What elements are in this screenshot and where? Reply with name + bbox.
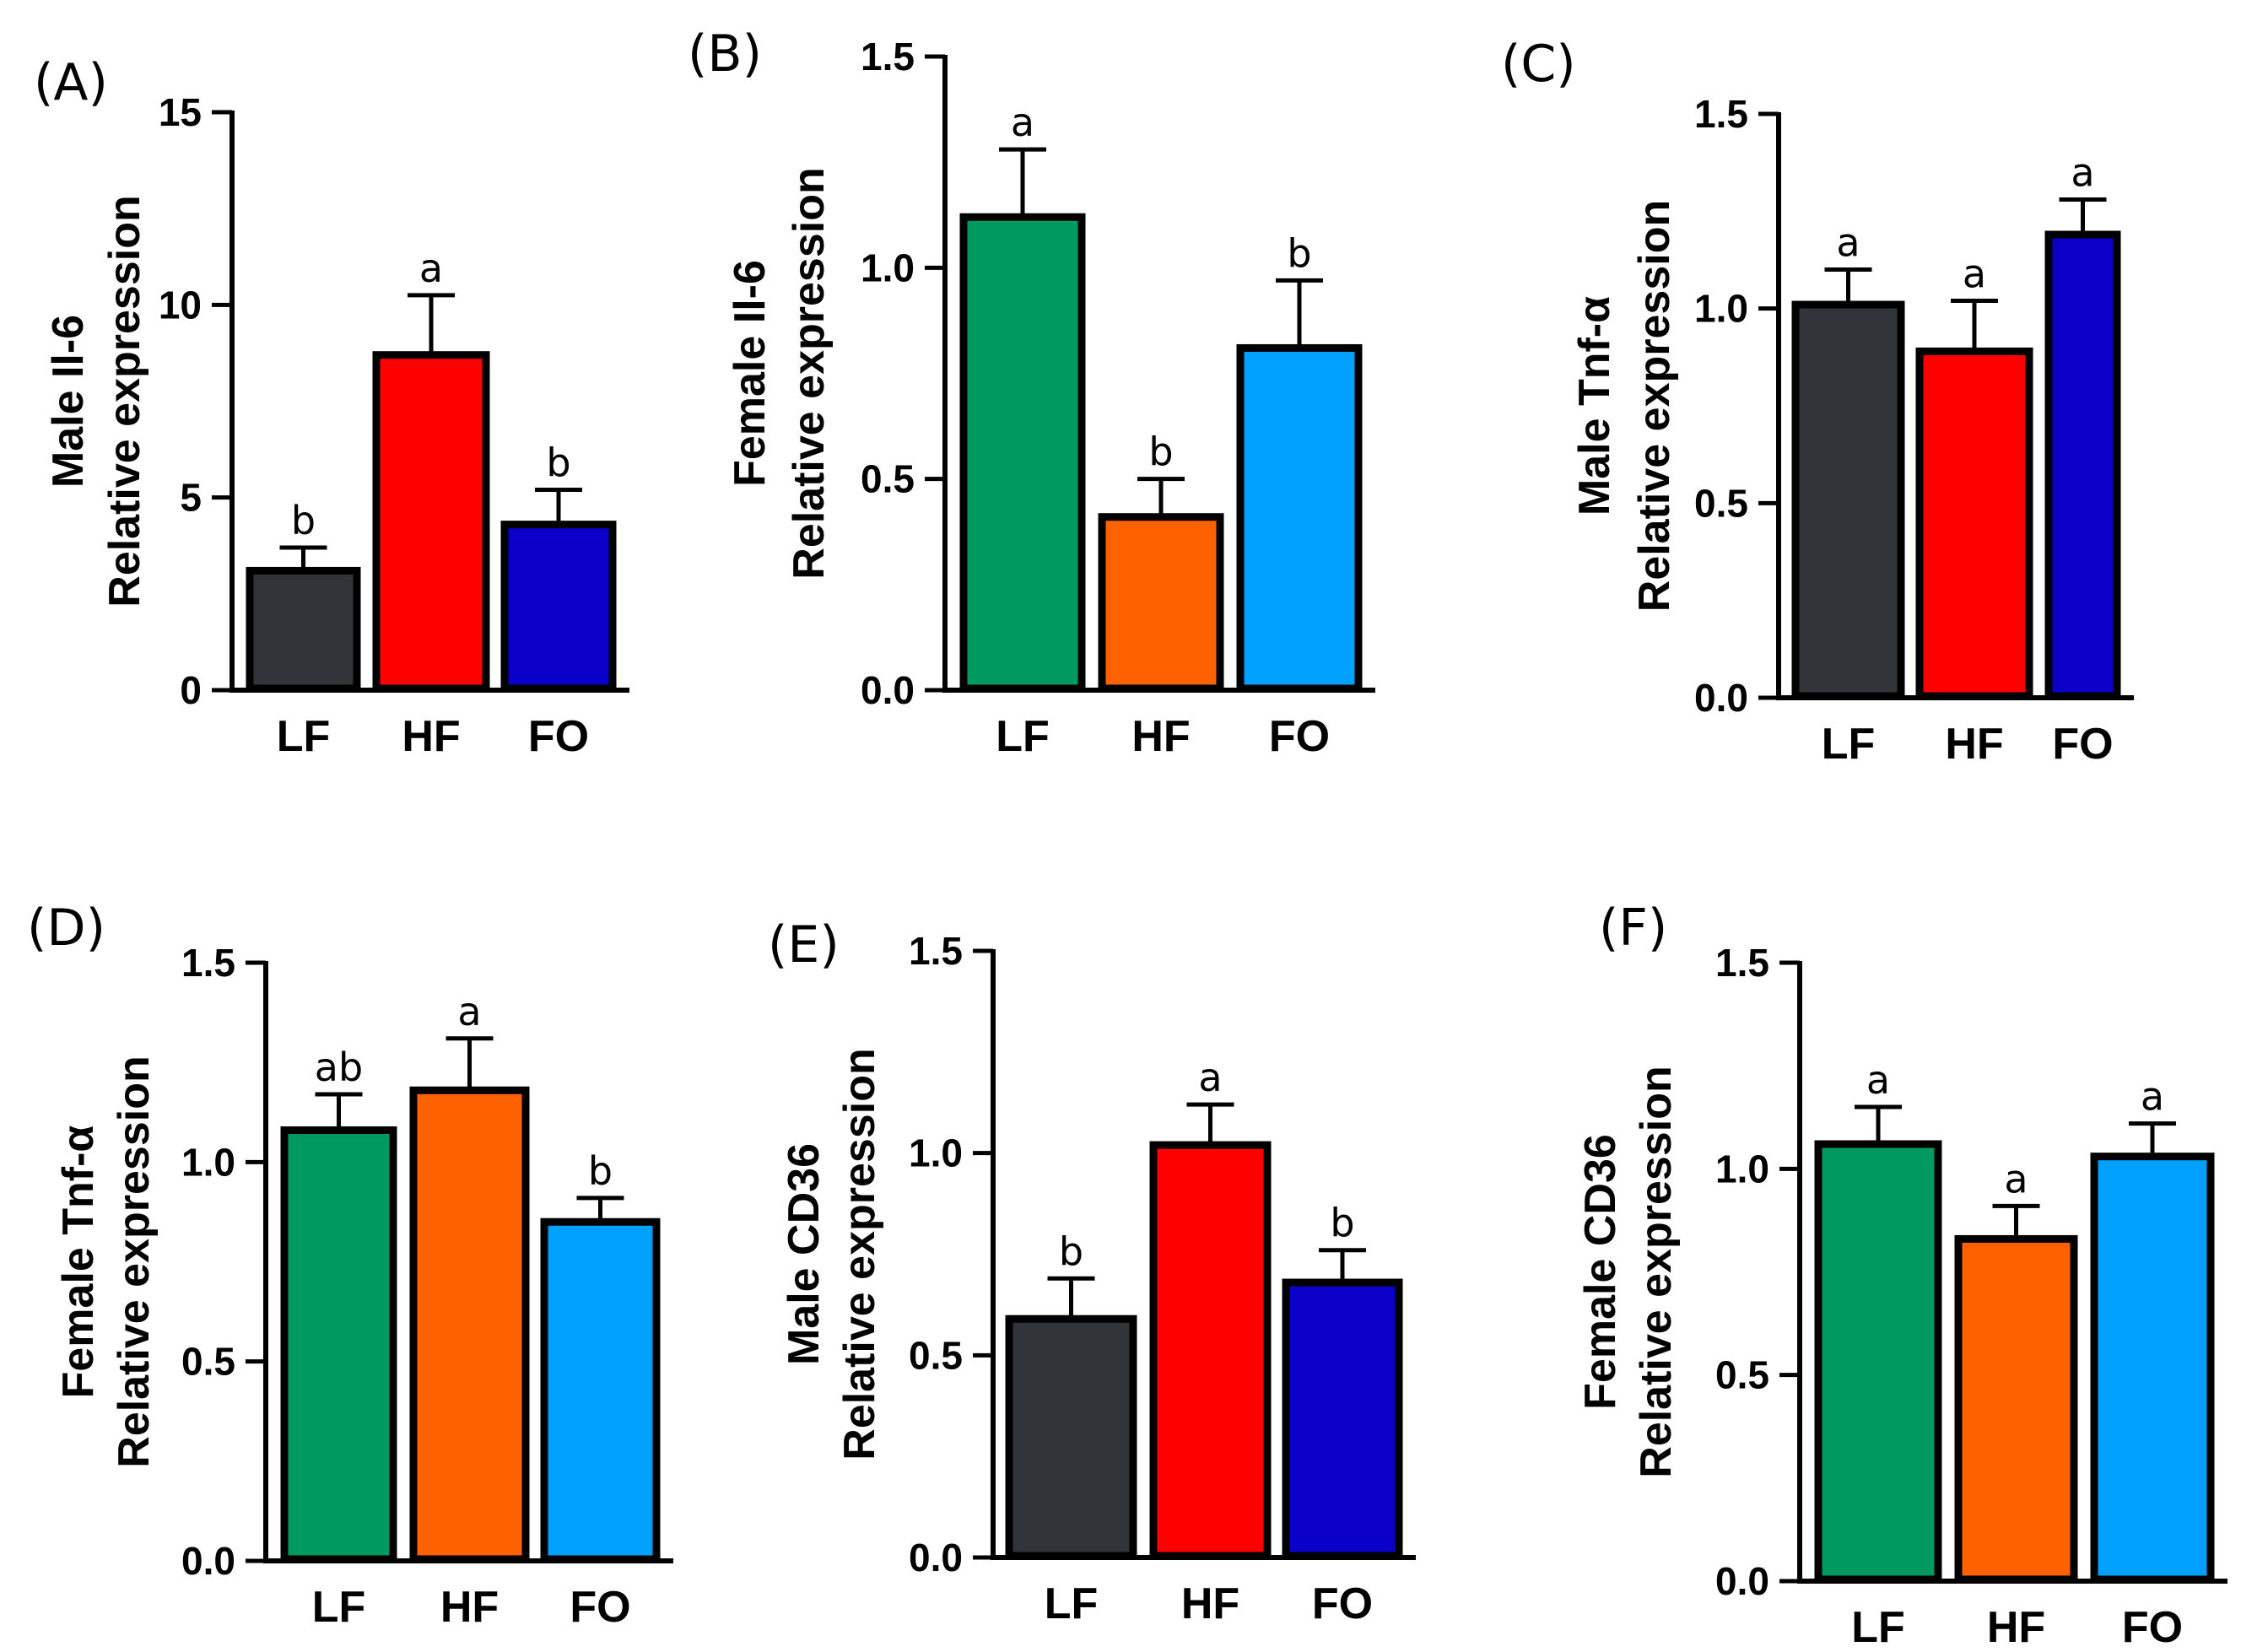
panel-b-ylabel-line2: Relative expression	[785, 167, 834, 579]
panel-c-bar-fo	[2044, 230, 2121, 700]
panel-d-bar-hf	[409, 1086, 530, 1563]
panel-d-ytick-label: 0.5	[181, 1340, 235, 1384]
panel-c-significance-label: a	[1836, 220, 1860, 266]
panel-e-ytick-label: 0.5	[909, 1333, 963, 1377]
panel-b-category-label: LF	[996, 712, 1050, 761]
panel-b-ylabel-line1: Female Il-6	[726, 260, 775, 487]
panel-b-ytick-label: 0.0	[861, 668, 915, 712]
panel-f-ytick-label: 0.5	[1715, 1353, 1769, 1397]
panel-b-category-label: HF	[1131, 712, 1190, 761]
panel-d-significance-label: a	[457, 989, 481, 1034]
panel-d-category-label: HF	[440, 1583, 499, 1632]
panel-d-label: (D)	[27, 899, 105, 958]
panel-e-ytick-label: 0.0	[909, 1536, 963, 1579]
panel-d-ytick-label: 0.0	[181, 1539, 235, 1583]
panel-e-significance-label: b	[1330, 1201, 1354, 1246]
panel-f-ylabel-line1: Female CD36	[1576, 1134, 1625, 1410]
panel-a-ytick-label: 15	[159, 90, 202, 134]
panel-a-ylabel-line1: Male Il-6	[44, 315, 93, 488]
panel-e-category-label: LF	[1045, 1579, 1099, 1628]
panel-b-category-label: FO	[1269, 712, 1330, 761]
panel-c-bar-hf	[1915, 347, 2033, 700]
panel-c-ytick-label: 1.0	[1694, 287, 1748, 331]
panel-c-bar-lf	[1791, 300, 1905, 700]
panel-e-ylabel-line2: Relative expression	[835, 1048, 884, 1460]
panel-f-ylabel-line2: Relative expression	[1632, 1066, 1681, 1477]
panel-c-category-label: FO	[2052, 720, 2113, 769]
panel-e-category-label: HF	[1181, 1579, 1239, 1628]
panel-c-ytick-label: 0.0	[1694, 676, 1748, 720]
panel-f-bar-lf	[1814, 1140, 1942, 1584]
panel-f-label: (F)	[1599, 899, 1667, 958]
panel-e-ylabel-line1: Male CD36	[780, 1143, 829, 1365]
panel-b-ytick-label: 0.5	[861, 457, 915, 501]
panel-c-label: (C)	[1501, 35, 1576, 94]
panel-a-ylabel-line2: Relative expression	[100, 195, 149, 607]
panel-f-significance-label: a	[1866, 1057, 1890, 1103]
panel-a-category-label: LF	[277, 712, 331, 761]
panel-d-category-label: FO	[570, 1583, 630, 1632]
panel-a-ytick-label: 0	[180, 668, 202, 712]
panel-a-ytick-label: 5	[180, 476, 202, 520]
panel-a-label: (A)	[34, 53, 108, 112]
panel-f-category-label: LF	[1851, 1603, 1905, 1652]
panel-d-significance-label: b	[588, 1148, 613, 1194]
panel-b-bar-hf	[1098, 513, 1224, 693]
panel-c-ytick-label: 1.5	[1694, 92, 1748, 136]
panel-d-bar-lf	[280, 1126, 397, 1563]
panel-c-significance-label: a	[2071, 149, 2094, 195]
panel-a-significance-label: b	[291, 498, 316, 543]
panel-e-significance-label: b	[1059, 1228, 1083, 1274]
panel-f-ytick-label: 1.0	[1715, 1147, 1769, 1190]
panel-a-bar-fo	[500, 521, 617, 693]
panel-e-bar-fo	[1282, 1278, 1403, 1560]
panel-f-bar-hf	[1954, 1234, 2078, 1584]
panel-b-significance-label: a	[1011, 100, 1034, 145]
panel-f-category-label: FO	[2122, 1603, 2183, 1652]
panel-e-ytick-label: 1.5	[909, 929, 963, 973]
panel-c-ylabel-line2: Relative expression	[1630, 200, 1679, 612]
panel-a-bar-hf	[372, 351, 490, 693]
panel-d-significance-label: ab	[315, 1045, 363, 1090]
panel-b-ytick-label: 1.5	[861, 35, 915, 78]
panel-f-significance-label: a	[2004, 1156, 2028, 1201]
panel-b-bar-lf	[959, 213, 1086, 693]
panel-d-ylabel-line1: Female Tnf-α	[54, 1126, 103, 1399]
panel-a-significance-label: b	[546, 440, 570, 486]
panel-c-ylabel-line1: Male Tnf-α	[1570, 296, 1619, 516]
panel-d-ylabel-line2: Relative expression	[110, 1055, 159, 1467]
panel-f-significance-label: a	[2141, 1074, 2164, 1120]
panel-c-ytick-label: 0.5	[1694, 481, 1748, 525]
panel-c-significance-label: a	[1963, 251, 1986, 296]
panel-b-label: (B)	[688, 24, 762, 84]
panel-f-ytick-label: 1.5	[1715, 941, 1769, 985]
panel-e-label: (E)	[768, 915, 840, 974]
panel-a-bar-lf	[246, 566, 361, 693]
panel-d-ytick-label: 1.5	[181, 941, 235, 985]
panel-f-ytick-label: 0.0	[1715, 1559, 1769, 1603]
panel-a-significance-label: a	[419, 246, 443, 291]
panel-b-bar-fo	[1236, 343, 1363, 693]
panel-f-bar-fo	[2090, 1153, 2215, 1584]
panel-e-bar-lf	[1005, 1315, 1137, 1560]
panel-c-category-label: LF	[1822, 720, 1876, 769]
panel-e-category-label: FO	[1312, 1579, 1373, 1628]
panel-e-bar-hf	[1149, 1141, 1272, 1560]
panel-a-category-label: FO	[528, 712, 589, 761]
panel-a-ytick-label: 10	[159, 283, 202, 327]
panel-c-category-label: HF	[1945, 720, 2003, 769]
panel-e-significance-label: a	[1198, 1055, 1222, 1100]
panel-a-category-label: HF	[402, 712, 460, 761]
panel-e-ytick-label: 1.0	[909, 1131, 963, 1175]
panel-b-ytick-label: 1.0	[861, 246, 915, 289]
panel-f-category-label: HF	[1987, 1603, 2045, 1652]
panel-d-ytick-label: 1.0	[181, 1140, 235, 1184]
panel-d-bar-fo	[540, 1217, 661, 1563]
panel-b-significance-label: b	[1148, 429, 1173, 475]
panel-d-category-label: LF	[312, 1583, 366, 1632]
panel-b-significance-label: b	[1287, 230, 1311, 276]
